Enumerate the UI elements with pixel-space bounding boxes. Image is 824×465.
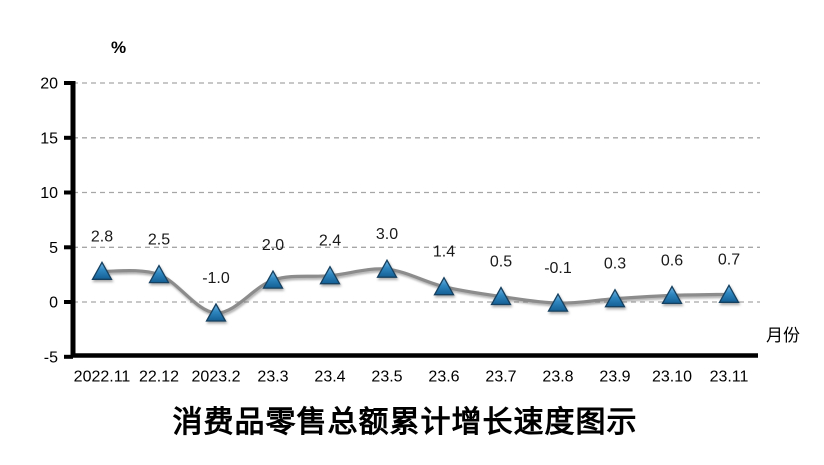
data-point-marker [262,269,284,289]
data-point-marker [604,288,626,308]
data-point-marker [376,258,398,278]
data-point-marker [490,286,512,306]
data-value-label: 0.3 [604,256,626,273]
x-tick-label: 23.11 [710,369,749,386]
data-point-marker [547,292,569,312]
data-value-label: 0.7 [718,251,740,268]
x-tick-label: 23.7 [485,369,516,386]
x-tick-label: 23.5 [371,369,402,386]
data-point-marker [148,264,170,284]
y-axis-tick [64,190,73,195]
series-line [100,267,731,315]
data-value-label: 2.8 [91,228,113,245]
x-tick-label: 23.8 [542,369,573,386]
data-value-label: 0.6 [661,252,683,269]
chart-svg: 20 15 10 5 0 -5% 2.8 2.5 -1.0 2.0 2.4 3.0 1.4 0.5 -0.1… [40,38,800,386]
y-axis-tick [64,81,73,85]
y-axis-tick [64,245,73,250]
data-point-marker [205,302,227,322]
data-value-label: -1.0 [202,270,230,287]
data-value-label: 2.0 [262,237,284,254]
x-tick-label: 2023.2 [192,369,241,386]
data-point-marker [661,285,683,305]
x-tick-label: 23.4 [314,369,345,386]
y-tick-label: 5 [49,240,58,257]
y-axis-tick [64,300,73,304]
y-tick-label: 10 [40,185,58,202]
y-tick-label: 15 [40,130,58,147]
x-tick-label: 22.12 [139,369,179,386]
data-value-label: 0.5 [490,254,512,271]
x-tick-label: 23.6 [428,369,459,386]
y-tick-label: 0 [49,295,58,312]
data-value-label: 2.4 [319,233,341,250]
data-point-marker [433,276,455,296]
y-axis-unit-label: % [111,38,126,57]
x-tick-label: 23.9 [599,369,630,386]
x-tick-label: 23.3 [257,369,288,386]
data-point-marker [718,283,740,303]
data-point-marker [91,260,113,280]
data-point-marker [319,265,341,285]
data-value-label: 1.4 [433,244,455,261]
x-axis-title: 月份 [766,326,800,345]
data-value-label: 2.5 [148,232,170,249]
chart-title: 消费品零售总额累计增长速度图示 [172,406,638,439]
y-tick-label: -5 [44,349,58,366]
x-tick-label: 23.10 [652,369,692,386]
y-axis-tick [64,135,73,140]
data-value-label: 3.0 [376,226,398,243]
y-axis-tick [64,354,73,359]
data-value-label: -0.1 [544,260,572,277]
x-tick-label: 2022.11 [74,369,131,386]
y-tick-label: 20 [40,76,58,93]
